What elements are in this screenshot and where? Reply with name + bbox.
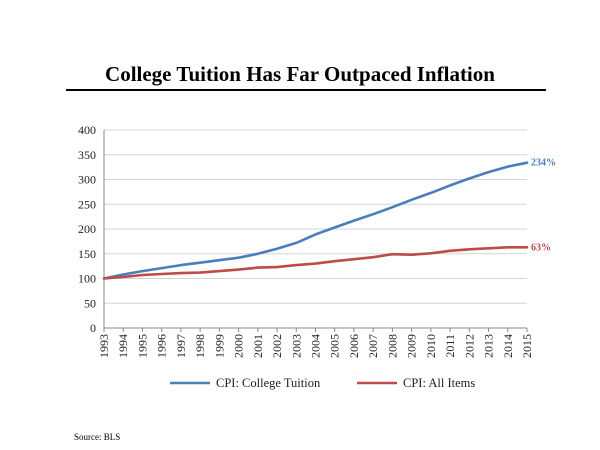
x-tick-label-2007: 2007 [366, 334, 380, 358]
end-labels: 234% 63% [531, 158, 556, 254]
legend-label-cpi-college-tuition: CPI: College Tuition [216, 376, 321, 390]
x-tick-label-1997: 1997 [174, 334, 188, 358]
x-tick-label-1993: 1993 [97, 334, 111, 358]
source-note: Source: BLS [74, 432, 121, 442]
title-divider [66, 89, 546, 91]
y-tick-label-300: 300 [78, 173, 96, 187]
x-tick-label-2011: 2011 [443, 334, 457, 358]
x-tick-label-2004: 2004 [309, 334, 323, 358]
x-tick-label-1996: 1996 [155, 334, 169, 358]
series-line-cpi-all-items [102, 246, 529, 280]
x-tick-label-2006: 2006 [347, 334, 361, 358]
x-tick-label-2012: 2012 [462, 334, 476, 358]
legend-label-cpi-all-items: CPI: All Items [403, 376, 475, 390]
y-tick-label-150: 150 [78, 247, 96, 261]
series-lines [102, 161, 529, 280]
x-tick-label-1998: 1998 [193, 334, 207, 358]
x-tick-label-1995: 1995 [135, 334, 149, 358]
chart-title: College Tuition Has Far Outpaced Inflati… [105, 62, 495, 86]
y-tick-label-400: 400 [78, 123, 96, 137]
y-tick-label-350: 350 [78, 148, 96, 162]
x-tick-label-1999: 1999 [212, 334, 226, 358]
y-tick-label-50: 50 [84, 296, 96, 310]
x-tick-label-2008: 2008 [385, 334, 399, 358]
axes: 0 50 100 150 200 250 300 350 400 1993 1994 1995 1996… [78, 123, 534, 358]
x-tick-label-2010: 2010 [424, 334, 438, 358]
gridlines [104, 129, 527, 304]
y-tick-label-200: 200 [78, 222, 96, 236]
x-tick-label-2005: 2005 [328, 334, 342, 358]
x-tick-label-1994: 1994 [116, 334, 130, 358]
x-tick-label-2015: 2015 [520, 334, 534, 358]
legend: CPI: College Tuition CPI: All Items [170, 376, 475, 390]
end-label-cpi-college-tuition: 234% [531, 158, 556, 169]
x-tick-label-2002: 2002 [270, 334, 284, 358]
y-tick-label-0: 0 [90, 321, 96, 335]
x-tick-label-2003: 2003 [289, 334, 303, 358]
x-tick-label-2000: 2000 [232, 334, 246, 358]
y-tick-label-100: 100 [78, 272, 96, 286]
x-tick-label-2009: 2009 [405, 334, 419, 358]
y-tick-label-250: 250 [78, 197, 96, 211]
x-tick-label-2014: 2014 [501, 334, 515, 358]
end-label-cpi-all-items: 63% [531, 242, 551, 253]
x-tick-label-2001: 2001 [251, 334, 265, 358]
x-tick-label-2013: 2013 [482, 334, 496, 358]
series-line-cpi-college-tuition [102, 161, 529, 280]
